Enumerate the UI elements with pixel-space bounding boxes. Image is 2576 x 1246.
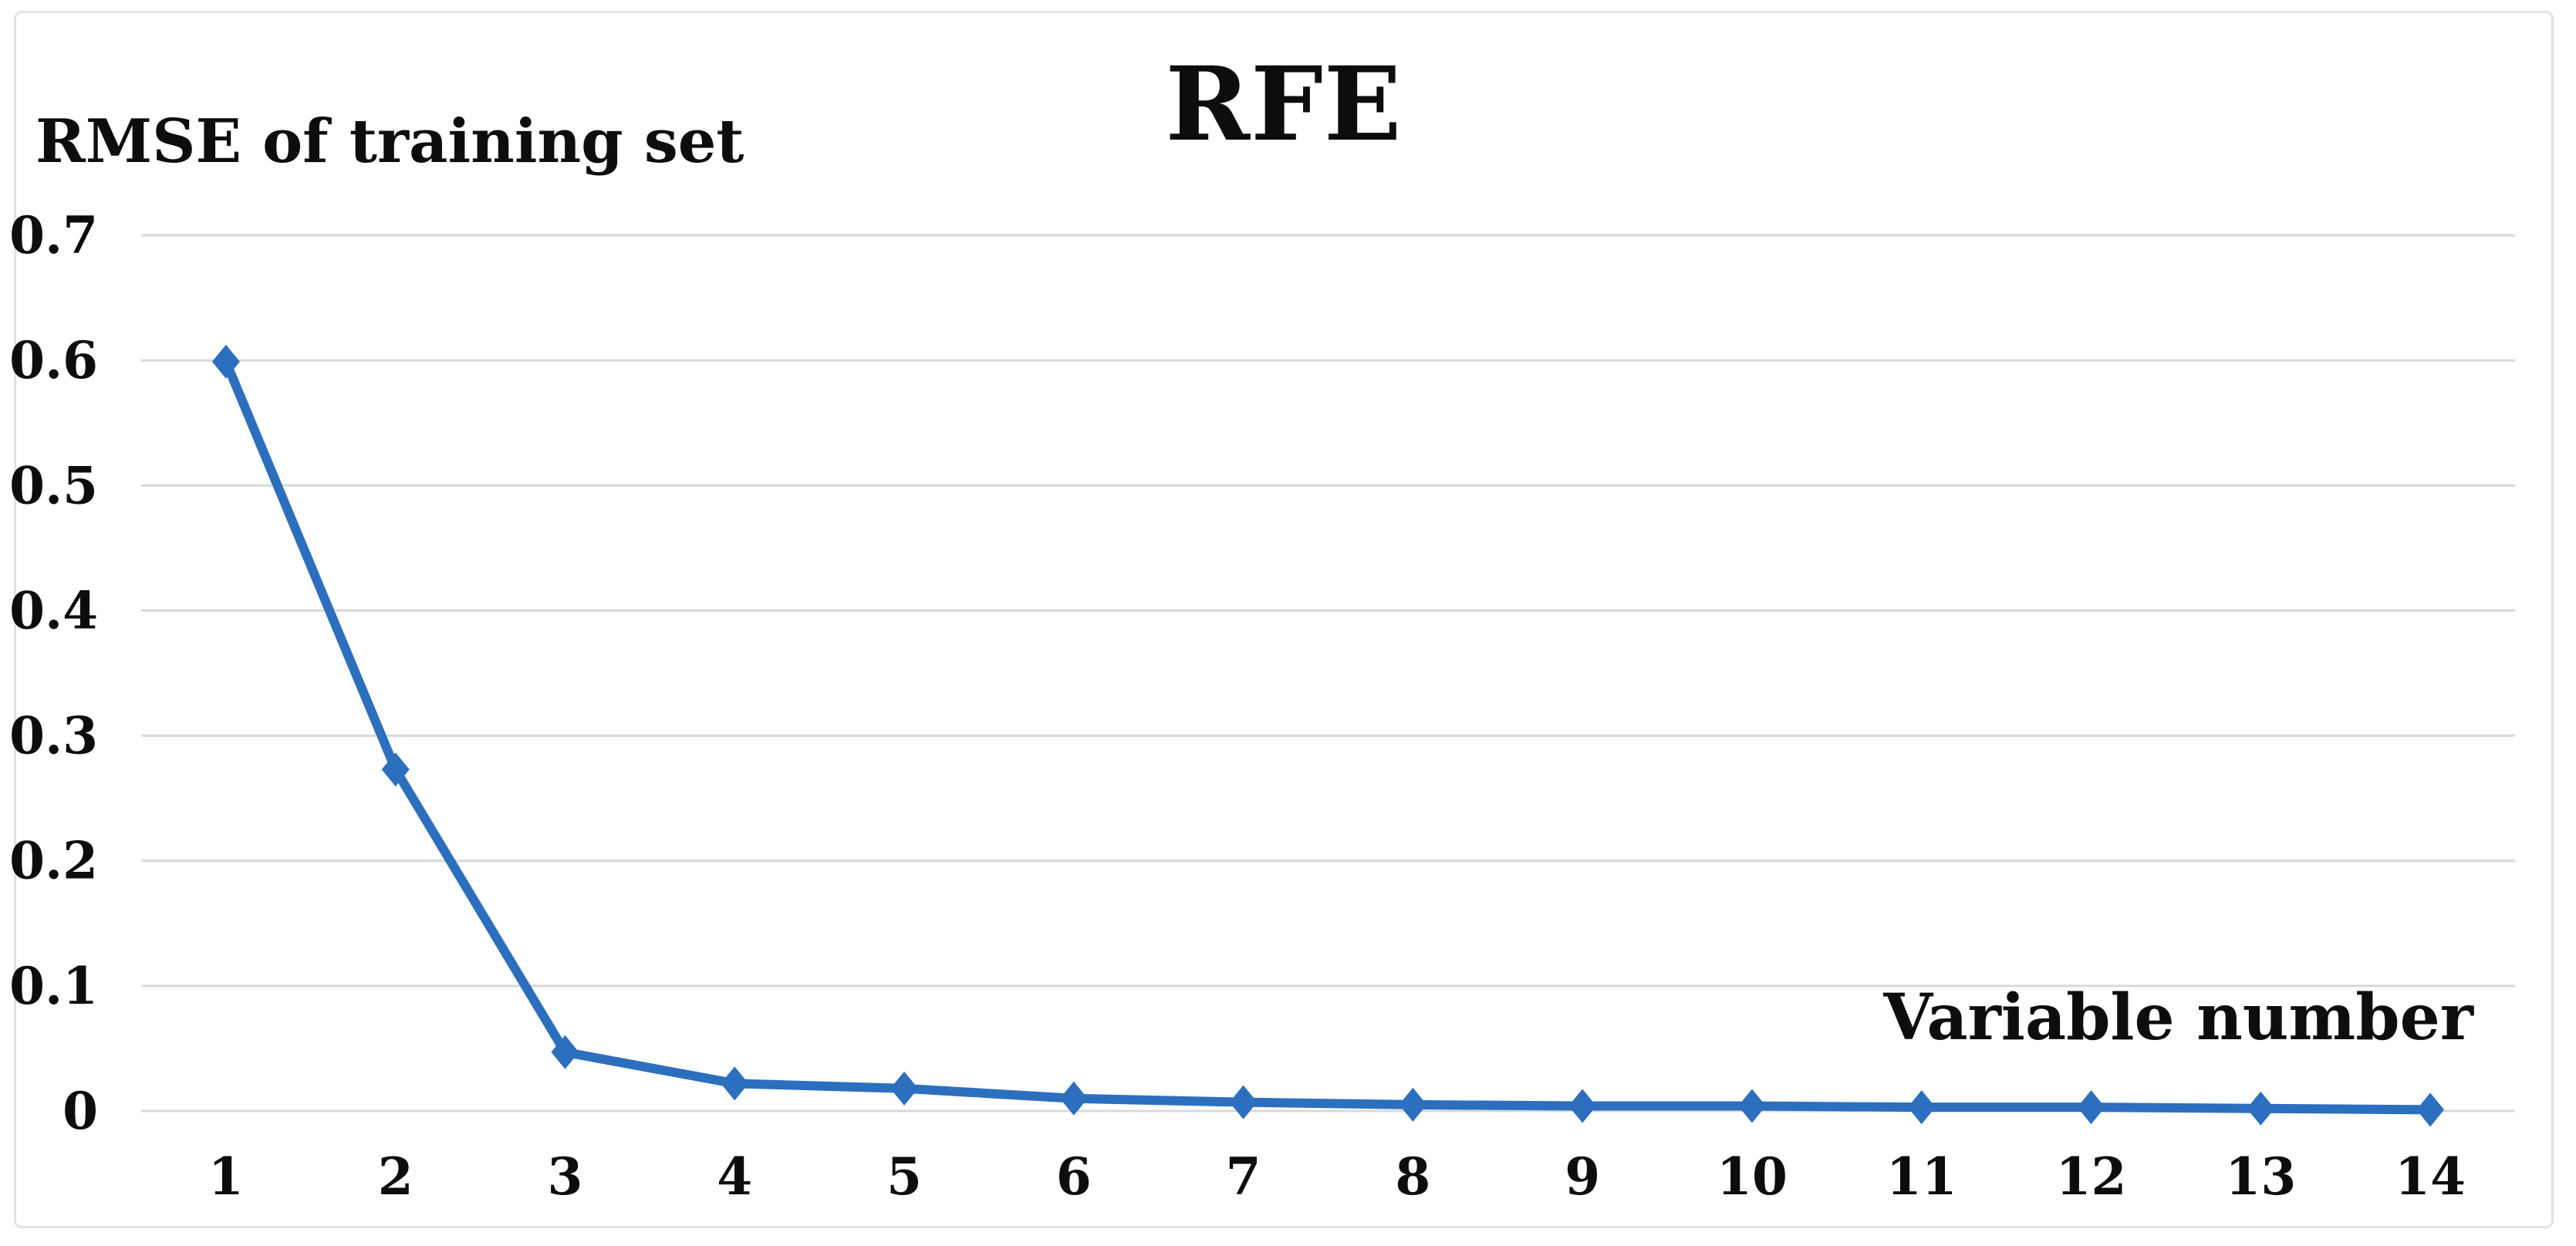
data-point-marker xyxy=(1907,1090,1936,1125)
x-tick-label: 9 xyxy=(1565,1146,1600,1207)
x-tick-label: 11 xyxy=(1886,1146,1957,1207)
x-tick-label: 7 xyxy=(1226,1146,1261,1207)
gridlines-group xyxy=(141,234,2515,1113)
x-tick-label: 1 xyxy=(208,1146,244,1207)
chart-figure-border xyxy=(14,11,2554,1228)
x-tick-label: 12 xyxy=(2056,1146,2127,1207)
x-tick-label: 14 xyxy=(2395,1146,2466,1207)
y-tick-label: 0.2 xyxy=(9,831,98,891)
chart-title: RFE xyxy=(1165,45,1403,164)
y-tick-label: 0.3 xyxy=(9,706,98,766)
data-point-marker xyxy=(211,344,240,379)
x-tick-label: 4 xyxy=(717,1146,752,1207)
x-axis-title: Variable number xyxy=(1883,981,2473,1055)
data-point-marker xyxy=(551,1035,579,1069)
data-point-marker xyxy=(1399,1087,1427,1122)
data-point-marker xyxy=(1568,1089,1597,1123)
data-point-marker xyxy=(1229,1085,1258,1119)
y-tick-labels-group: 0.7 0.6 0.5 0.4 0.3 0.2 0.1 0 xyxy=(9,205,98,1141)
data-point-marker xyxy=(381,752,410,787)
x-tick-label: 3 xyxy=(547,1146,582,1207)
x-tick-label: 6 xyxy=(1056,1146,1092,1207)
y-tick-label: 0.7 xyxy=(9,205,98,265)
y-tick-label: 0.6 xyxy=(9,330,98,390)
data-point-marker xyxy=(2247,1091,2275,1126)
data-point-marker xyxy=(1737,1089,1766,1123)
rmse-series-line xyxy=(221,356,2436,1115)
y-tick-label: 0 xyxy=(62,1081,98,1141)
data-point-marker xyxy=(2416,1092,2445,1127)
x-tick-label: 10 xyxy=(1717,1146,1788,1207)
data-point-marker xyxy=(1059,1081,1088,1116)
y-axis-title: RMSE of training set xyxy=(35,106,744,177)
y-tick-label: 0.5 xyxy=(9,455,98,515)
data-point-marker xyxy=(721,1066,749,1101)
series-group xyxy=(211,344,2445,1127)
y-tick-label: 0.1 xyxy=(9,956,98,1016)
data-point-marker xyxy=(2077,1090,2105,1125)
x-tick-label: 5 xyxy=(886,1146,922,1207)
y-tick-label: 0.4 xyxy=(9,580,98,640)
x-tick-label: 13 xyxy=(2225,1146,2296,1207)
x-tick-labels-group: 1 2 3 4 5 6 7 8 9 10 11 12 13 14 xyxy=(208,1146,2466,1207)
x-tick-label: 2 xyxy=(378,1146,414,1207)
data-point-marker xyxy=(890,1071,919,1106)
x-tick-label: 8 xyxy=(1395,1146,1430,1207)
